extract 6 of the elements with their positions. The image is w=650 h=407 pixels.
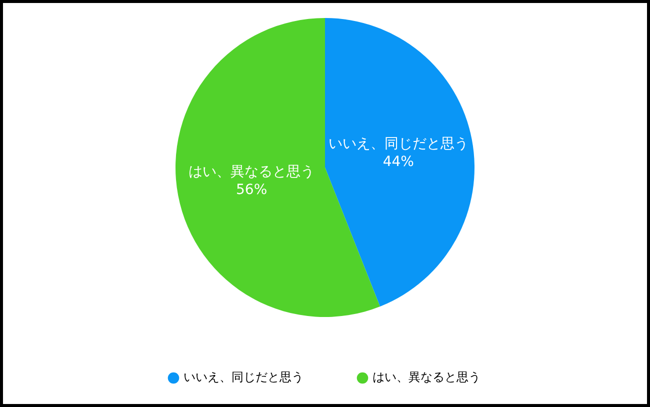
legend-label: はい、異なると思う bbox=[372, 370, 480, 384]
slice-label: はい、異なると思う bbox=[188, 164, 315, 180]
legend-label: いいえ、同じだと思う bbox=[184, 370, 304, 384]
data-label: 44% bbox=[382, 154, 414, 170]
data-label: 56% bbox=[236, 182, 268, 198]
slice-label: いいえ、同じだと思う bbox=[328, 136, 468, 152]
